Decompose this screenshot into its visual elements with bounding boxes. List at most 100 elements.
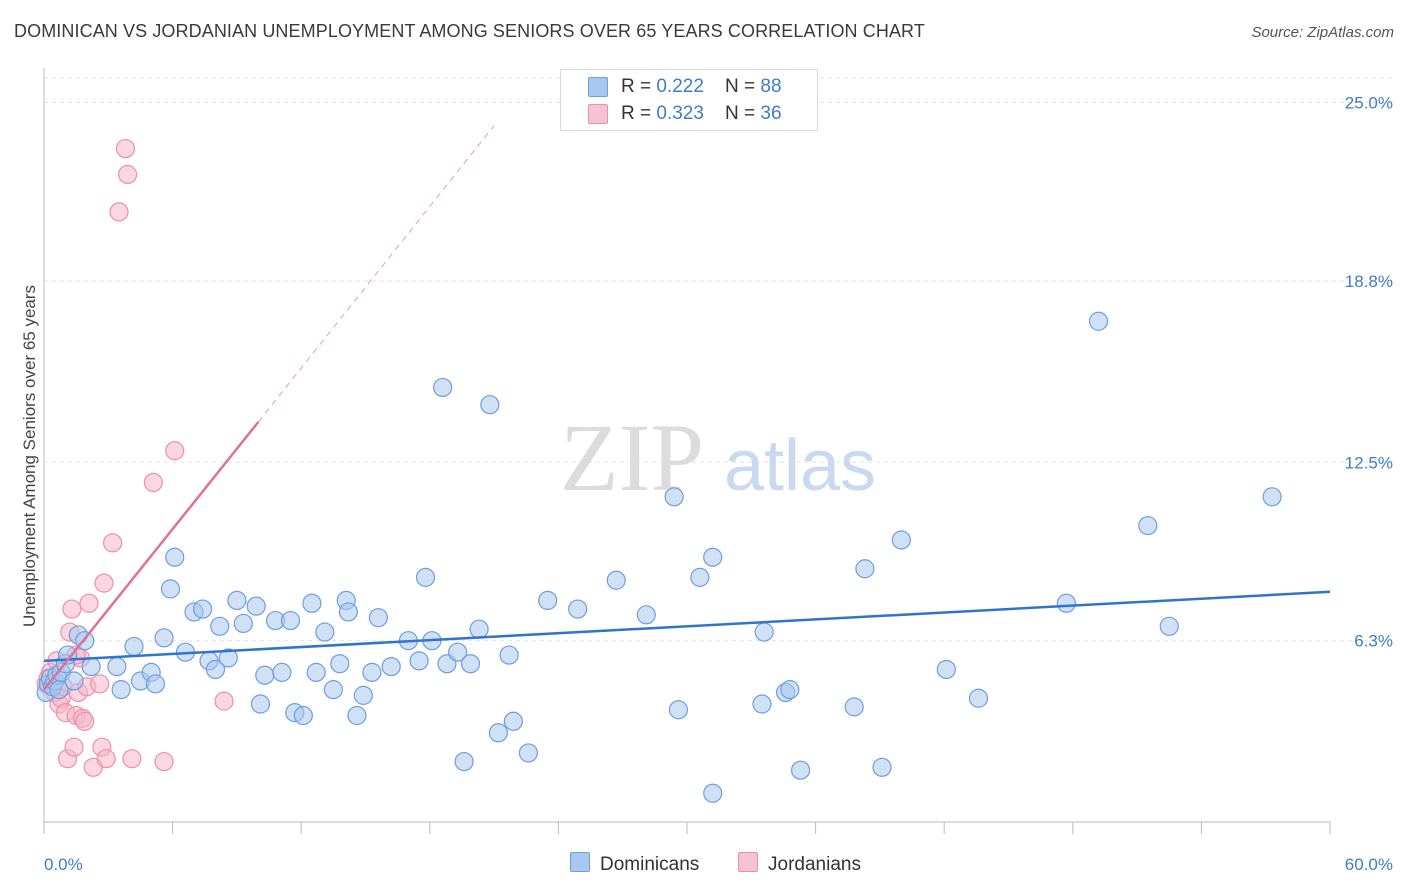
dominican-point (250, 694, 271, 714)
dominican-point (606, 570, 626, 590)
legend-n-label: N = (725, 76, 761, 97)
dominican-point (218, 648, 238, 668)
dominican-point (124, 636, 144, 657)
dominican-point (165, 547, 185, 567)
dominican-point (568, 599, 588, 619)
bottom-legend-swatch-jordanians (738, 852, 758, 872)
jordanian-point (96, 749, 116, 769)
dominican-point (752, 694, 772, 714)
dominican-point (664, 487, 684, 507)
dominican-point (323, 680, 343, 700)
legend-n-jordanians: 36 (760, 103, 782, 124)
dominican-point (1159, 616, 1179, 636)
jordanians-trend-line (43, 421, 260, 691)
dominican-point (503, 711, 523, 731)
x-tick-label-min: 0.0% (44, 855, 83, 874)
jordanian-point (90, 674, 110, 694)
jordanian-point (75, 711, 95, 731)
chart-title: DOMINICAN VS JORDANIAN UNEMPLOYMENT AMON… (14, 21, 925, 41)
jordanian-point (94, 573, 114, 593)
y-tick-label: 6.3% (1354, 632, 1393, 651)
correlation-legend: R = 0.222 N = 88 R = 0.323 N = 36 (560, 69, 818, 131)
dominican-point (111, 680, 131, 700)
watermark-atlas: atlas (724, 426, 876, 506)
dominican-point (454, 751, 474, 772)
jordanian-point (214, 691, 234, 711)
dominican-point (381, 656, 401, 677)
dominican-point (233, 613, 253, 634)
dominican-point (306, 662, 326, 682)
jordanian-point (79, 593, 99, 613)
dominican-point (205, 659, 226, 680)
dominican-point (690, 567, 710, 587)
x-tick-label-max: 60.0% (1345, 855, 1393, 874)
source-label: Source: ZipAtlas.com (1251, 24, 1394, 41)
dominican-point (1138, 515, 1158, 536)
dominican-point (703, 547, 723, 567)
dominican-point (1088, 311, 1109, 331)
jordanians-trend-extrapolation (257, 125, 495, 423)
legend-r-jordanians: 0.323 (656, 103, 704, 124)
dominican-point (64, 671, 84, 691)
dominican-point (538, 590, 558, 611)
dominican-point (469, 619, 489, 639)
dominican-point (480, 395, 500, 415)
jordanian-point (143, 472, 163, 493)
x-ticks (43, 822, 1331, 834)
dominican-point (891, 530, 911, 550)
legend-n-dominicans: 88 (760, 76, 782, 97)
jordanian-point (64, 737, 84, 757)
dominican-point (499, 645, 519, 665)
dominican-point (780, 680, 800, 700)
dominican-point (81, 656, 101, 677)
dominican-point (872, 757, 892, 777)
dominican-point (272, 662, 292, 682)
y-tick-label: 18.8% (1345, 272, 1393, 291)
dominican-point (968, 688, 989, 708)
legend-r-label: R = (621, 103, 657, 124)
bottom-legend-label-dominicans: Dominicans (600, 854, 700, 875)
dominican-point (160, 579, 181, 599)
dominican-point (347, 705, 367, 726)
dominican-point (154, 628, 174, 648)
dominican-point (315, 622, 335, 642)
dominican-point (338, 602, 358, 622)
jordanian-point (109, 202, 129, 222)
dominican-point (703, 783, 723, 803)
dominican-point (280, 610, 301, 631)
dominican-point (790, 760, 811, 780)
jordanian-point (102, 533, 123, 553)
y-tick-label: 12.5% (1345, 453, 1393, 472)
bottom-legend-jordanians: Jordanians (738, 852, 861, 876)
dominican-point (227, 590, 247, 611)
legend-swatch-jordanians (588, 104, 608, 124)
dominican-point (193, 599, 213, 619)
dominican-point (210, 616, 230, 636)
dominican-point (246, 596, 266, 616)
dominican-point (368, 608, 388, 628)
bottom-legend-dominicans: Dominicans (570, 852, 699, 876)
legend-n-label: N = (725, 103, 761, 124)
dominican-point (415, 567, 436, 587)
dominican-point (107, 656, 127, 677)
dominican-point (362, 662, 382, 682)
dominican-point (488, 723, 508, 743)
watermark: ZIP atlas (560, 404, 876, 511)
dominican-point (302, 593, 322, 613)
legend-r-label: R = (621, 76, 657, 97)
dominican-point (330, 654, 350, 674)
dominican-point (460, 654, 481, 674)
dominican-point (936, 659, 956, 680)
jordanian-point (122, 749, 142, 769)
y-tick-label: 25.0% (1345, 94, 1393, 113)
dominican-point (855, 559, 875, 579)
jordanian-point (165, 441, 185, 461)
dominican-point (145, 674, 166, 694)
legend-r-dominicans: 0.222 (656, 76, 704, 97)
dominican-point (844, 697, 864, 717)
dominicans-trend-line (43, 590, 1331, 663)
jordanian-point (62, 599, 82, 619)
y-tick-labels: 6.3% 12.5% 18.8% 25.0% (1345, 94, 1393, 651)
trend-lines (43, 125, 1331, 691)
dominican-point (409, 651, 429, 671)
